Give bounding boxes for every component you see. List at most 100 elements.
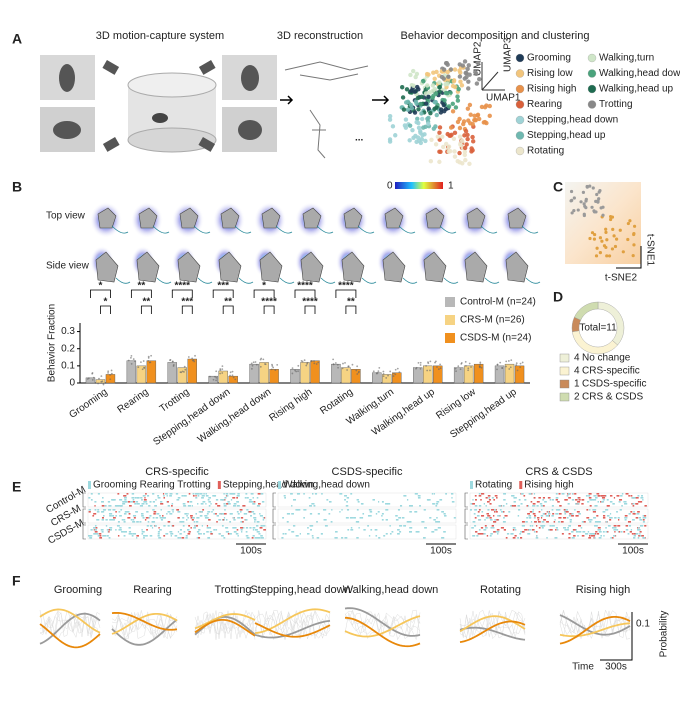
raster-tick xyxy=(600,495,605,497)
umap-dot xyxy=(467,72,472,77)
raster-tick xyxy=(616,529,619,531)
legend-swatch xyxy=(587,53,597,63)
legend-swatch xyxy=(515,100,525,109)
raster-tick xyxy=(183,495,187,497)
raster-tick xyxy=(367,515,371,517)
jitter-dot xyxy=(191,357,194,360)
raster-tick xyxy=(143,535,146,537)
raster-tick xyxy=(223,517,226,519)
legend-label: Rotating xyxy=(527,146,564,157)
raster-tick xyxy=(223,505,227,507)
raster-tick xyxy=(602,499,605,501)
raster-tick xyxy=(174,535,178,537)
raster-tick xyxy=(490,527,493,529)
raster-tick xyxy=(503,499,506,501)
raster-tick xyxy=(255,529,258,531)
panel-label: D xyxy=(553,289,563,305)
raster-tick xyxy=(171,509,175,511)
raster-tick xyxy=(141,529,143,531)
raster-tick xyxy=(146,511,149,513)
umap-dot xyxy=(421,79,426,84)
raster-tick xyxy=(295,509,299,511)
raster-tick xyxy=(564,529,567,531)
raster-tick xyxy=(620,495,623,497)
raster-tick xyxy=(478,495,482,497)
umap-dot xyxy=(457,160,462,165)
raster-tick xyxy=(399,505,403,507)
raster-tick xyxy=(593,499,597,501)
jitter-dot xyxy=(183,371,185,373)
legend-label: Trotting xyxy=(599,99,633,110)
plot-title: Grooming xyxy=(54,584,102,596)
raster-tick xyxy=(576,511,580,513)
raster-tick xyxy=(531,525,534,527)
umap-dot xyxy=(472,113,477,119)
raster-tick xyxy=(123,495,127,497)
raster-tick xyxy=(551,509,554,511)
body-outline xyxy=(259,251,283,283)
legend-swatch xyxy=(445,333,455,343)
legend-label: Rising high xyxy=(524,480,573,491)
body-outline xyxy=(300,251,324,283)
raster-tick xyxy=(94,529,97,531)
jitter-dot xyxy=(229,374,231,377)
raster-tick xyxy=(201,525,204,527)
raster-tick xyxy=(236,501,239,503)
raster-tick xyxy=(92,515,95,517)
raster-tick xyxy=(637,537,640,539)
raster-tick xyxy=(385,509,389,511)
raster-tick xyxy=(131,497,135,499)
raster-tick xyxy=(125,501,128,503)
raster-tick xyxy=(241,527,245,529)
jitter-dot xyxy=(250,367,253,370)
raster-tick xyxy=(581,499,584,501)
tail xyxy=(521,225,539,234)
raster-tick xyxy=(341,537,344,539)
raster-tick xyxy=(169,493,173,495)
umap-dot xyxy=(419,116,425,122)
raster-tick xyxy=(350,529,354,531)
raster-tick xyxy=(547,497,551,499)
raster-tick xyxy=(205,517,209,519)
section-title: Behavior decomposition and clustering xyxy=(401,30,590,42)
jitter-dot xyxy=(215,379,217,382)
raster-tick xyxy=(363,529,366,531)
umap-dot xyxy=(461,121,466,127)
raster-tick xyxy=(423,537,426,539)
raster-tick xyxy=(258,537,261,539)
raw-trace xyxy=(559,609,631,639)
tsne-dot xyxy=(570,211,574,215)
raster-tick xyxy=(527,505,530,507)
raster-tick xyxy=(283,495,286,497)
x-tick-label: Stepping,head down xyxy=(151,387,232,448)
raster-tick xyxy=(616,495,619,497)
raster-tick xyxy=(602,531,605,533)
raster-tick xyxy=(493,499,496,501)
raster-tick xyxy=(478,505,482,507)
raster-tick xyxy=(260,493,264,495)
raster-tick xyxy=(498,505,502,507)
raster-tick xyxy=(205,503,207,505)
raster-tick xyxy=(533,497,536,499)
raster-tick xyxy=(341,509,343,511)
raster-tick xyxy=(157,531,160,533)
tsne-dot xyxy=(621,250,625,254)
jitter-dot xyxy=(427,362,430,365)
raster-tick xyxy=(499,515,501,517)
raster-tick xyxy=(441,511,444,513)
axis-label: Time xyxy=(572,662,594,673)
raster-tick xyxy=(379,537,381,539)
raster-tick xyxy=(236,495,240,497)
legend-count: 1 xyxy=(574,379,580,390)
umap-dot xyxy=(424,71,430,77)
raster-tick xyxy=(535,525,538,527)
bar xyxy=(473,363,484,384)
raster-tick xyxy=(240,511,242,513)
tsne-dot xyxy=(600,239,604,243)
raster-tick xyxy=(503,511,505,513)
raster-tick xyxy=(567,493,571,495)
raster-tick xyxy=(618,501,621,503)
raster-tick xyxy=(503,517,505,519)
raster-tick xyxy=(225,519,228,521)
raster-bg xyxy=(277,524,457,540)
